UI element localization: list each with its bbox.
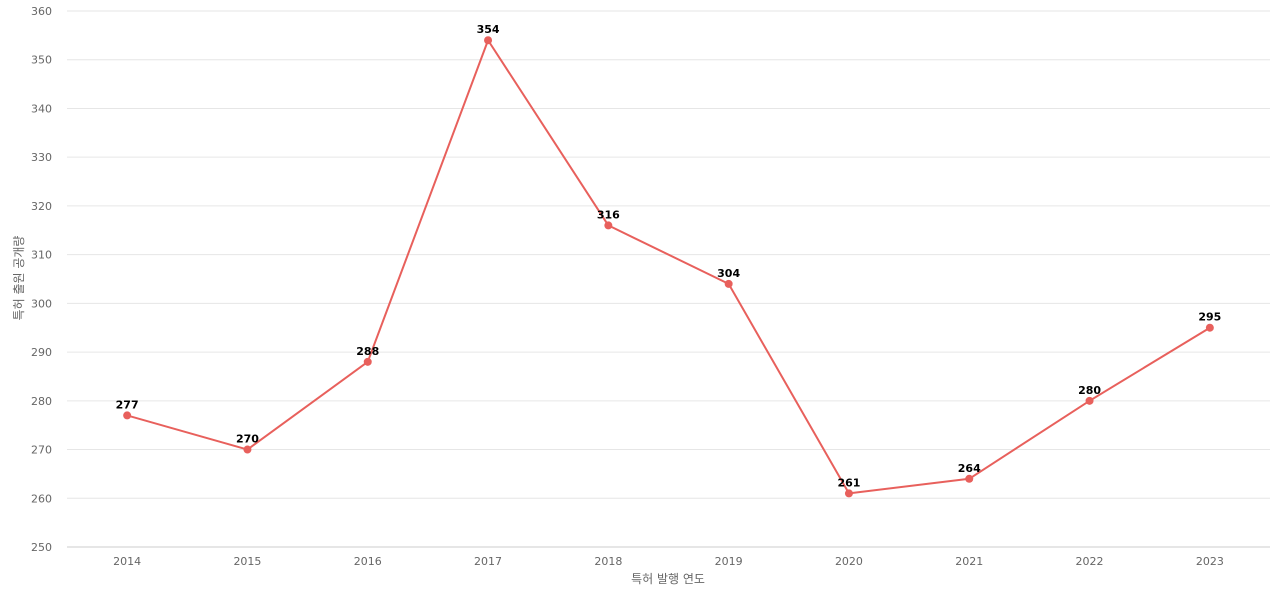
x-tick-label: 2019 bbox=[715, 555, 743, 568]
y-tick-label: 320 bbox=[31, 200, 52, 213]
y-tick-label: 360 bbox=[31, 5, 52, 18]
series-layer bbox=[123, 36, 1214, 498]
y-tick-label: 300 bbox=[31, 297, 52, 310]
x-tick-label: 2021 bbox=[955, 555, 983, 568]
data-label: 295 bbox=[1198, 311, 1221, 324]
y-tick-label: 350 bbox=[31, 54, 52, 67]
data-labels: 277 270 288 354 316 304 261 264 280 295 bbox=[116, 23, 1222, 489]
y-tick-label: 330 bbox=[31, 151, 52, 164]
data-label: 261 bbox=[837, 476, 860, 489]
data-label: 316 bbox=[597, 208, 620, 221]
data-point[interactable] bbox=[1205, 323, 1214, 332]
data-label: 354 bbox=[477, 23, 500, 36]
x-tick-label: 2016 bbox=[354, 555, 382, 568]
data-label: 264 bbox=[958, 462, 981, 475]
y-tick-label: 340 bbox=[31, 102, 52, 115]
x-tick-label: 2020 bbox=[835, 555, 863, 568]
x-axis-title: 특허 발행 연도 bbox=[631, 571, 705, 586]
data-point[interactable] bbox=[724, 279, 733, 288]
series-line bbox=[126, 39, 1211, 495]
axes: 250 260 270 280 290 300 310 320 330 340 350 360 2014… bbox=[31, 5, 1270, 568]
data-point[interactable] bbox=[965, 474, 974, 483]
data-label: 280 bbox=[1078, 384, 1101, 397]
x-tick-label: 2015 bbox=[233, 555, 261, 568]
data-point[interactable] bbox=[363, 357, 372, 366]
y-axis-title: 특허 출원 공개량 bbox=[12, 236, 26, 321]
data-point[interactable] bbox=[1085, 396, 1094, 405]
y-tick-label: 270 bbox=[31, 444, 52, 457]
data-point[interactable] bbox=[844, 489, 853, 498]
data-point[interactable] bbox=[484, 36, 493, 45]
data-label: 288 bbox=[356, 345, 379, 358]
data-point[interactable] bbox=[243, 445, 252, 454]
x-tick-label: 2023 bbox=[1196, 555, 1224, 568]
x-tick-label: 2014 bbox=[113, 555, 141, 568]
data-label: 304 bbox=[717, 267, 740, 280]
data-label: 277 bbox=[116, 398, 139, 411]
x-tick-label: 2022 bbox=[1076, 555, 1104, 568]
x-tick-label: 2017 bbox=[474, 555, 502, 568]
y-tick-label: 290 bbox=[31, 346, 52, 359]
y-tick-label: 260 bbox=[31, 492, 52, 505]
data-point[interactable] bbox=[604, 221, 613, 230]
y-tick-label: 280 bbox=[31, 395, 52, 408]
y-tick-label: 310 bbox=[31, 249, 52, 262]
data-label: 270 bbox=[236, 433, 259, 446]
data-point[interactable] bbox=[123, 411, 132, 420]
y-tick-label: 250 bbox=[31, 541, 52, 554]
x-tick-label: 2018 bbox=[594, 555, 622, 568]
